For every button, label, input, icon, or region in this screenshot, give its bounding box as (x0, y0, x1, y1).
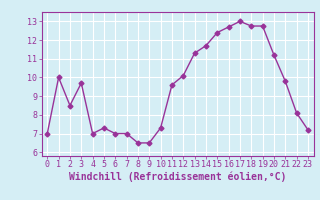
X-axis label: Windchill (Refroidissement éolien,°C): Windchill (Refroidissement éolien,°C) (69, 172, 286, 182)
